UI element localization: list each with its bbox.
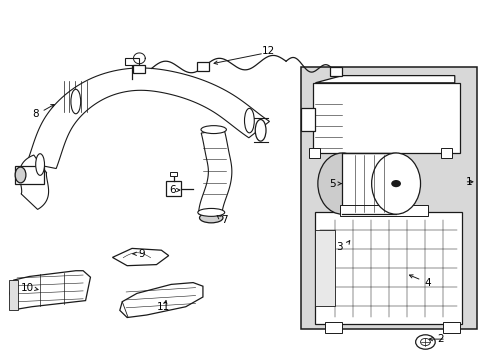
Text: 3: 3 [336,242,343,252]
Text: 6: 6 [168,185,175,195]
Bar [442,322,459,333]
Ellipse shape [201,126,226,134]
Bar [133,65,145,73]
Ellipse shape [15,167,26,183]
Text: 10: 10 [20,283,33,293]
Bar [197,62,208,71]
Text: 4: 4 [424,278,430,288]
Circle shape [415,335,434,349]
Bar [166,181,181,196]
Bar [329,67,341,76]
Text: 1: 1 [465,177,472,187]
Bar [124,58,139,65]
Bar [315,212,461,324]
Bar [9,280,18,310]
Ellipse shape [199,213,223,223]
Ellipse shape [71,89,81,114]
Circle shape [420,338,429,346]
Ellipse shape [197,208,224,216]
Text: 9: 9 [138,249,145,259]
Polygon shape [10,271,90,310]
Bar [300,108,315,131]
Bar [300,67,476,329]
Text: 12: 12 [261,46,274,56]
Ellipse shape [371,153,420,214]
Text: 8: 8 [32,109,39,119]
Ellipse shape [317,153,366,214]
Text: 11: 11 [157,302,170,312]
Polygon shape [112,248,168,266]
Bar [170,172,177,176]
Polygon shape [198,130,231,215]
Ellipse shape [255,120,265,141]
Polygon shape [20,155,48,210]
Polygon shape [27,68,269,168]
Bar [312,83,459,153]
Polygon shape [315,76,454,83]
Bar [342,153,395,214]
Bar [325,322,342,333]
Ellipse shape [244,108,254,133]
Bar [15,166,44,184]
Ellipse shape [36,154,44,175]
Circle shape [390,180,400,187]
Bar [440,148,451,158]
Polygon shape [120,283,203,318]
Bar [339,205,427,216]
Text: 7: 7 [220,215,227,225]
Bar [308,148,319,158]
Bar [315,230,334,306]
Text: 5: 5 [328,179,335,189]
Text: 2: 2 [436,334,443,344]
